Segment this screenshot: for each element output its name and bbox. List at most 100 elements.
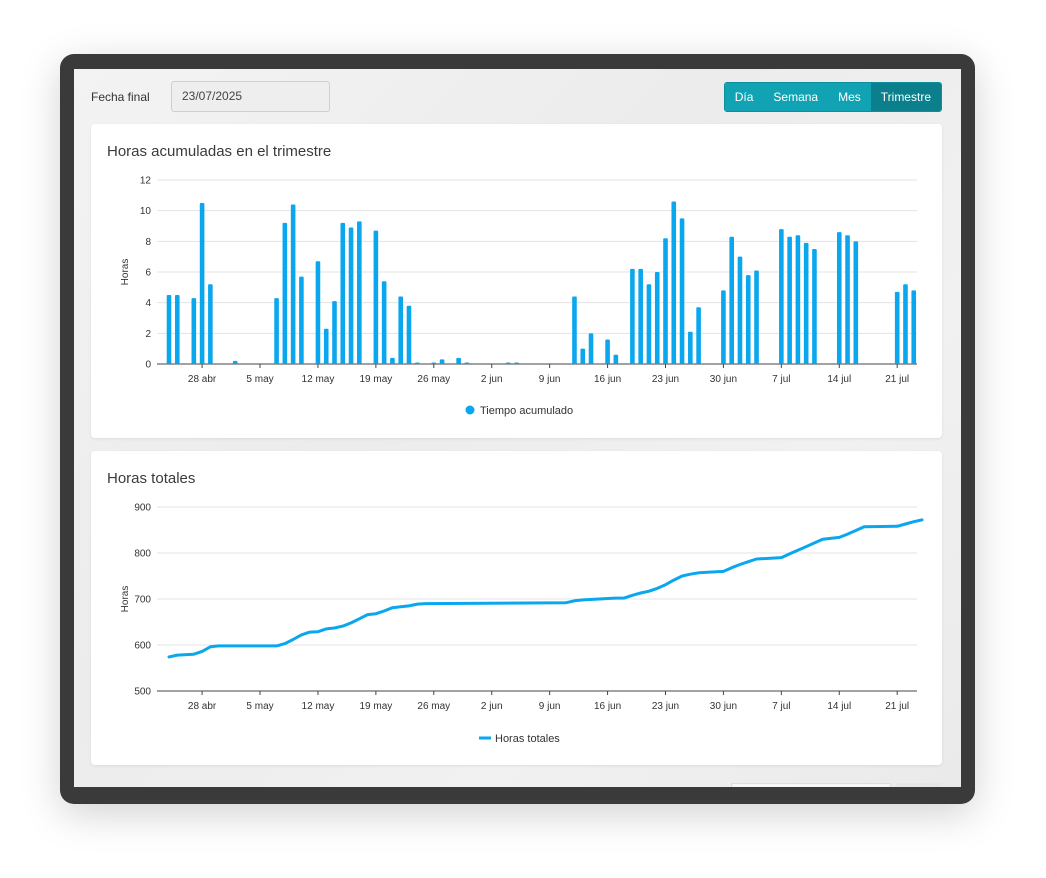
bar bbox=[398, 296, 403, 364]
period-selector: Día Semana Mes Trimestre bbox=[723, 82, 942, 112]
bar bbox=[572, 296, 577, 364]
y-tick-label: 8 bbox=[145, 237, 151, 248]
bar bbox=[340, 222, 346, 364]
x-tick-label: 23 jun bbox=[652, 701, 679, 712]
bar bbox=[505, 362, 511, 364]
bar bbox=[779, 229, 784, 364]
bar bbox=[232, 360, 238, 364]
bar bbox=[630, 268, 635, 364]
x-tick-label: 9 jun bbox=[539, 701, 561, 712]
footer-control bbox=[731, 783, 891, 787]
bar bbox=[688, 331, 693, 364]
bar bbox=[795, 235, 801, 364]
x-tick-label: 26 may bbox=[417, 701, 450, 712]
bar bbox=[191, 298, 197, 364]
bar bbox=[679, 218, 685, 364]
end-date-label: Fecha final bbox=[91, 90, 150, 104]
bar bbox=[812, 249, 817, 364]
bar bbox=[166, 295, 172, 364]
total-hours-card: Horas totales 500 600 700 800 900 28 abr 5 may… bbox=[91, 451, 942, 765]
chart-title: Horas acumuladas en el trimestre bbox=[107, 143, 332, 160]
legend-label: Horas totales bbox=[495, 733, 560, 745]
bar bbox=[514, 362, 519, 364]
bar bbox=[671, 201, 677, 364]
y-tick-label: 12 bbox=[140, 176, 152, 187]
x-tick-label: 30 jun bbox=[710, 701, 737, 712]
bar bbox=[696, 307, 701, 364]
x-tick-label: 7 jul bbox=[772, 374, 790, 385]
y-tick-label: 800 bbox=[134, 549, 151, 560]
chart-title: Horas totales bbox=[107, 470, 196, 487]
x-tick-label: 19 may bbox=[359, 701, 392, 712]
bar bbox=[721, 290, 726, 364]
line-chart: 500 600 700 800 900 28 abr 5 may 12 may 19 may 26… bbox=[120, 503, 924, 745]
x-tick-label: 2 jun bbox=[481, 701, 503, 712]
bar bbox=[174, 295, 180, 364]
x-tick-label: 14 jul bbox=[827, 374, 851, 385]
bar bbox=[332, 301, 337, 364]
accumulated-hours-card: Horas acumuladas en el trimestre 0 2 4 6 8 10… bbox=[91, 124, 942, 438]
x-tick-label: 16 jun bbox=[594, 701, 621, 712]
y-tick-label: 600 bbox=[134, 641, 151, 652]
legend-marker bbox=[465, 405, 475, 415]
tab-mes[interactable]: Mes bbox=[828, 83, 871, 111]
bar bbox=[406, 305, 412, 364]
y-tick-label: 6 bbox=[145, 268, 151, 279]
bar bbox=[853, 241, 859, 364]
bar bbox=[439, 359, 445, 364]
tab-trimestre[interactable]: Trimestre bbox=[870, 83, 941, 111]
x-tick-label: 28 abr bbox=[188, 374, 217, 385]
x-tick-label: 28 abr bbox=[188, 701, 217, 712]
bar bbox=[323, 328, 329, 364]
x-tick-label: 12 may bbox=[302, 701, 335, 712]
x-tick-label: 7 jul bbox=[772, 701, 790, 712]
bar bbox=[580, 348, 586, 364]
bar bbox=[803, 242, 809, 364]
x-tick-label: 19 may bbox=[359, 374, 392, 385]
y-axis-label: Horas bbox=[120, 259, 131, 286]
bar bbox=[605, 339, 610, 364]
bar bbox=[290, 204, 296, 364]
bar bbox=[373, 230, 379, 364]
bar bbox=[390, 357, 395, 364]
y-tick-label: 10 bbox=[140, 206, 152, 217]
bar bbox=[456, 357, 461, 364]
bar bbox=[464, 362, 470, 364]
bar bbox=[836, 232, 842, 364]
bar bbox=[315, 261, 321, 364]
bar bbox=[845, 235, 850, 364]
x-tick-label: 26 may bbox=[417, 374, 450, 385]
x-tick-label: 5 may bbox=[246, 701, 273, 712]
bar bbox=[745, 275, 751, 364]
bar bbox=[787, 236, 792, 364]
bar bbox=[903, 284, 908, 364]
app-screen: Fecha final 23/07/2025 Día Semana Mes Tr… bbox=[74, 69, 961, 787]
bar bbox=[654, 272, 660, 364]
bar bbox=[274, 298, 279, 364]
legend-label: Tiempo acumulado bbox=[480, 405, 573, 417]
bar bbox=[754, 270, 759, 364]
bar bbox=[613, 354, 619, 364]
x-tick-label: 21 jul bbox=[885, 374, 909, 385]
end-date-input[interactable]: 23/07/2025 bbox=[171, 81, 330, 112]
bar bbox=[729, 236, 734, 364]
bar bbox=[414, 362, 420, 364]
bar bbox=[894, 291, 900, 364]
y-tick-label: 900 bbox=[134, 503, 151, 514]
x-tick-label: 23 jun bbox=[652, 374, 679, 385]
x-tick-label: 5 may bbox=[246, 374, 273, 385]
x-tick-label: 21 jul bbox=[885, 701, 909, 712]
y-tick-label: 2 bbox=[145, 329, 151, 340]
bar bbox=[663, 238, 668, 364]
bar bbox=[282, 222, 288, 364]
y-tick-label: 500 bbox=[134, 687, 151, 698]
y-tick-label: 700 bbox=[134, 595, 151, 606]
y-axis-label: Horas bbox=[120, 586, 131, 613]
x-tick-label: 12 may bbox=[302, 374, 335, 385]
bar bbox=[199, 203, 205, 364]
footer-control bbox=[896, 783, 941, 787]
x-tick-label: 9 jun bbox=[539, 374, 561, 385]
tab-dia[interactable]: Día bbox=[724, 83, 764, 111]
y-tick-label: 0 bbox=[145, 360, 151, 371]
tab-semana[interactable]: Semana bbox=[763, 83, 829, 111]
